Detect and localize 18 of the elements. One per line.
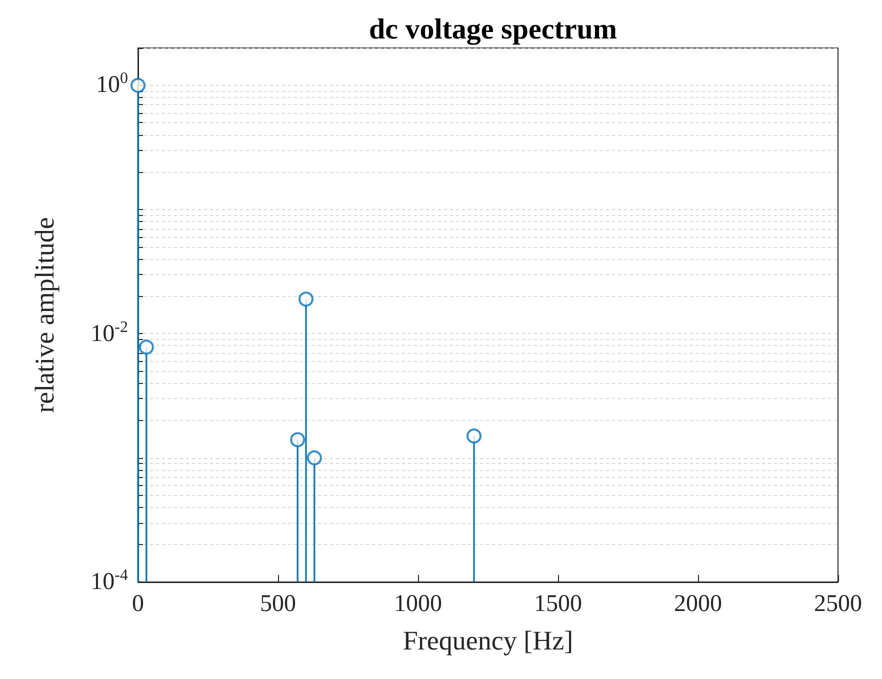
x-axis-title: Frequency [Hz] <box>402 626 574 656</box>
y-tick-label: 10$^{-2}$ <box>90 318 128 347</box>
y-axis-title: relative amplitude <box>30 217 60 413</box>
x-tick-label: 1500 <box>534 591 582 617</box>
point <box>138 340 154 355</box>
x-tick-label: 500 <box>260 591 296 617</box>
chart-title: dc voltage spectrum <box>368 14 618 46</box>
point <box>306 450 322 466</box>
y-tick-label: 10$^{-4}$ <box>90 567 128 595</box>
point <box>466 428 482 444</box>
x-tick-label: 2000 <box>674 591 722 617</box>
point <box>298 292 314 307</box>
x-tick-label: 0 <box>132 591 144 617</box>
point <box>130 78 146 93</box>
y-tick-label: 10$^{0}$ <box>96 70 128 98</box>
x-tick-label: 2500 <box>814 591 862 617</box>
x-tick-label: 1000 <box>394 591 442 617</box>
point <box>290 432 306 448</box>
